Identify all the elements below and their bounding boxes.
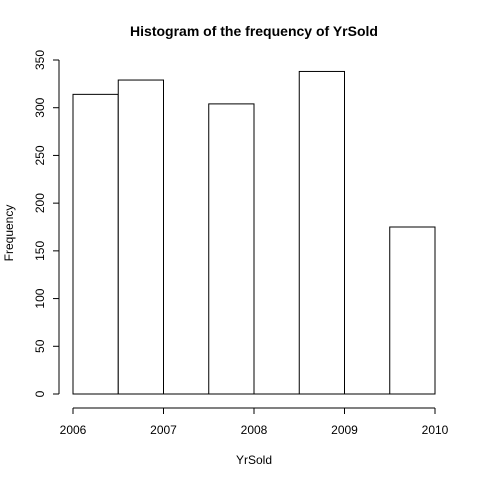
y-tick-label: 0 — [33, 390, 47, 397]
y-tick-label: 150 — [33, 241, 47, 261]
bars-group — [72, 70, 436, 395]
y-tick-label: 200 — [33, 193, 47, 213]
chart-title: Histogram of the frequency of YrSold — [130, 23, 378, 39]
y-tick-label: 300 — [33, 97, 47, 117]
x-axis: 2006 2007 2008 2009 2010 — [60, 407, 449, 437]
histogram-bar-3 — [208, 103, 255, 395]
x-tick-label: 2009 — [331, 423, 358, 437]
x-tick-label: 2007 — [150, 423, 177, 437]
histogram-bar-5 — [298, 70, 345, 395]
y-tick-label: 50 — [33, 339, 47, 353]
histogram-bar-0 — [72, 93, 119, 395]
y-tick-label: 350 — [33, 50, 47, 70]
y-axis: 0 50 100 150 200 250 300 350 — [33, 50, 60, 397]
y-tick-label: 250 — [33, 145, 47, 165]
histogram-bar-7 — [389, 226, 436, 395]
histogram-bar-1 — [117, 79, 164, 395]
x-tick-label: 2010 — [422, 423, 449, 437]
x-tick-label: 2008 — [241, 423, 268, 437]
x-axis-label: YrSold — [236, 453, 272, 467]
y-tick-label: 100 — [33, 288, 47, 308]
y-axis-label: Frequency — [2, 205, 16, 262]
x-tick-label: 2006 — [60, 423, 87, 437]
